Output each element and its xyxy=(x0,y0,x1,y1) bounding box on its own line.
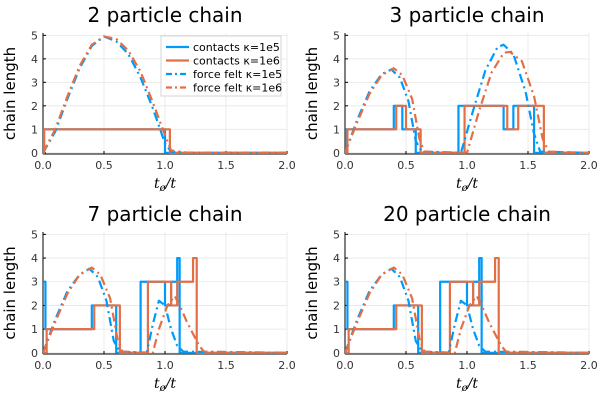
x-tick-label: 1.0 xyxy=(458,159,476,172)
y-tick-label: 5 xyxy=(333,228,340,241)
y-tick-label: 3 xyxy=(31,76,38,89)
x-tick-label: 1.0 xyxy=(458,359,476,372)
x-tick-label: 0.5 xyxy=(397,159,415,172)
series-force-felt-1e6 xyxy=(43,35,287,154)
y-tick-label: 3 xyxy=(333,276,340,289)
series-force-felt-1e6 xyxy=(43,266,287,354)
y-tick-label: 4 xyxy=(333,53,340,66)
y-axis-label: chain length xyxy=(303,246,321,339)
x-tick-label: 1.5 xyxy=(519,359,537,372)
y-tick-label: 3 xyxy=(31,276,38,289)
y-tick-label: 2 xyxy=(31,299,38,312)
chart-title: 7 particle chain xyxy=(87,202,242,226)
y-axis-label: chain length xyxy=(1,246,19,339)
panel-3: 0.0 0.5 1.0 1.5 2.0 0 1 2 3 4 5 7 particle chain cha… xyxy=(1,202,296,394)
y-tick-label: 5 xyxy=(31,228,38,241)
x-axis-label: tø/t xyxy=(456,376,478,394)
series-force-felt-1e6 xyxy=(345,266,589,354)
legend-entry: contacts κ=1e5 xyxy=(193,41,280,54)
y-tick-label: 1 xyxy=(333,323,340,336)
x-tick-label: 0.0 xyxy=(34,159,52,172)
y-tick-label: 2 xyxy=(31,100,38,113)
y-tick-label: 1 xyxy=(31,323,38,336)
y-tick-label: 2 xyxy=(333,100,340,113)
y-tick-label: 3 xyxy=(333,76,340,89)
panel-4: 0.0 0.5 1.0 1.5 2.0 0 1 2 3 4 5 20 particle chain ch… xyxy=(303,202,598,394)
y-tick-label: 0 xyxy=(333,147,340,160)
series-force-felt-1e6 xyxy=(345,50,589,154)
chart-title: 2 particle chain xyxy=(87,3,242,27)
x-tick-label: 0.0 xyxy=(336,159,354,172)
x-tick-label: 0.5 xyxy=(95,359,113,372)
x-tick-label: 1.0 xyxy=(156,359,174,372)
y-tick-label: 4 xyxy=(31,53,38,66)
y-tick-label: 1 xyxy=(333,123,340,136)
x-tick-label: 1.5 xyxy=(217,359,235,372)
y-tick-label: 4 xyxy=(333,252,340,265)
chart-title: 3 particle chain xyxy=(389,3,544,27)
y-axis-label: chain length xyxy=(303,47,321,140)
y-tick-label: 0 xyxy=(31,347,38,360)
series-contacts-1e6 xyxy=(345,256,589,354)
x-tick-label: 1.5 xyxy=(217,159,235,172)
x-tick-label: 0.0 xyxy=(34,359,52,372)
legend-entry: force felt κ=1e5 xyxy=(193,68,282,81)
y-tick-label: 4 xyxy=(31,252,38,265)
y-tick-label: 0 xyxy=(333,347,340,360)
panel-1: 0.0 0.5 1.0 1.5 2.0 0 1 2 3 4 5 2 particle chain cha… xyxy=(1,3,296,194)
x-tick-label: 2.0 xyxy=(278,159,296,172)
x-tick-label: 1.5 xyxy=(519,159,537,172)
x-axis-label: tø/t xyxy=(154,176,176,194)
y-axis-label: chain length xyxy=(1,47,19,140)
series-contacts-1e6 xyxy=(43,256,287,354)
x-tick-label: 0.5 xyxy=(95,159,113,172)
chart-title: 20 particle chain xyxy=(383,202,551,226)
x-tick-label: 2.0 xyxy=(580,159,598,172)
x-tick-label: 0.5 xyxy=(397,359,415,372)
x-tick-label: 2.0 xyxy=(580,359,598,372)
x-axis-label: tø/t xyxy=(456,176,478,194)
y-tick-label: 0 xyxy=(31,147,38,160)
x-tick-label: 0.0 xyxy=(336,359,354,372)
x-tick-label: 2.0 xyxy=(278,359,296,372)
y-tick-label: 1 xyxy=(31,123,38,136)
panel-2: 0.0 0.5 1.0 1.5 2.0 0 1 2 3 4 5 3 particle chain cha… xyxy=(303,3,598,194)
x-axis-label: tø/t xyxy=(154,376,176,394)
legend-entry: contacts κ=1e6 xyxy=(193,55,280,68)
y-tick-label: 5 xyxy=(333,29,340,42)
x-tick-label: 1.0 xyxy=(156,159,174,172)
legend-entry: force felt κ=1e6 xyxy=(193,82,282,95)
y-tick-label: 2 xyxy=(333,299,340,312)
y-tick-label: 5 xyxy=(31,29,38,42)
